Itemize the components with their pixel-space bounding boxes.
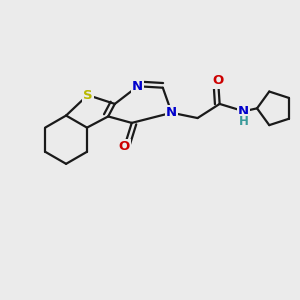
Text: N: N <box>166 106 177 119</box>
Text: N: N <box>238 105 249 118</box>
Text: O: O <box>119 140 130 153</box>
Text: S: S <box>83 88 92 102</box>
Text: N: N <box>132 80 143 93</box>
Text: H: H <box>239 115 249 128</box>
Text: O: O <box>212 74 224 88</box>
